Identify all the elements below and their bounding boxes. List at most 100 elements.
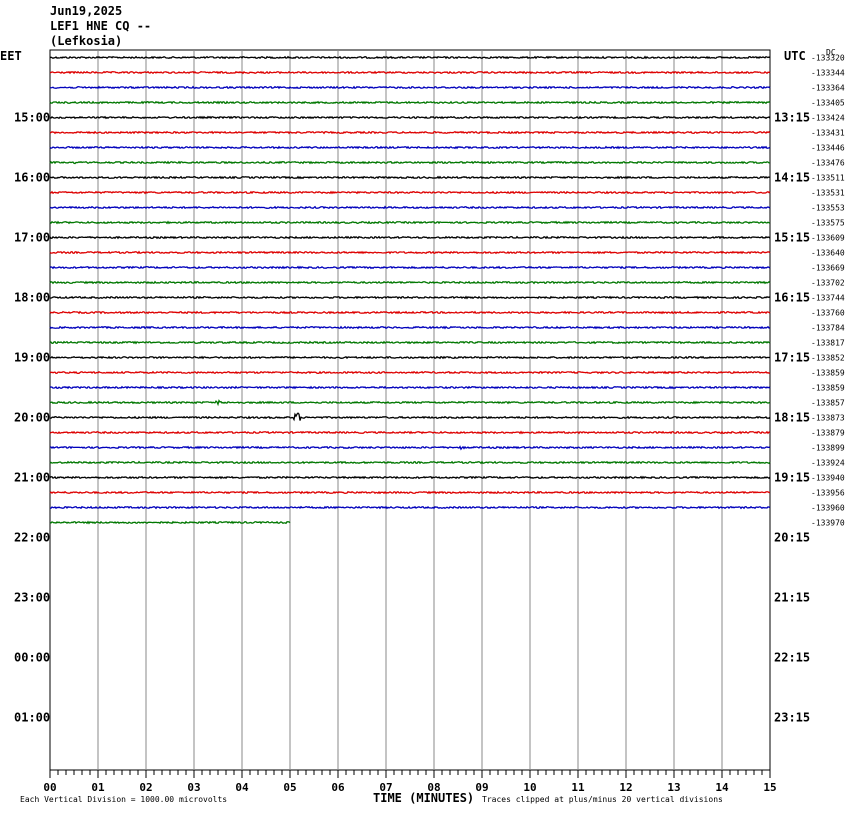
- eet-hour-label-5: 19:00: [14, 351, 50, 365]
- dc-offset-9: -133511: [811, 174, 845, 183]
- dc-offset-13: -133609: [811, 234, 845, 243]
- right-axis-title: UTC: [784, 49, 806, 63]
- utc-hour-label-7: 19:15: [774, 471, 810, 485]
- trace-row-8: [49, 160, 771, 165]
- trace-row-14: [49, 250, 771, 255]
- dc-offset-29: -133940: [811, 474, 845, 483]
- trace-row-18: [49, 310, 771, 315]
- trace-row-17: [49, 295, 771, 300]
- dc-offset-7: -133446: [811, 144, 845, 153]
- station-code: LEF1 HNE CQ --: [50, 19, 152, 33]
- dc-offset-15: -133669: [811, 264, 845, 273]
- utc-hour-label-10: 22:15: [774, 651, 810, 665]
- utc-hour-label-1: 13:15: [774, 111, 810, 125]
- x-tick-label-12: 12: [619, 781, 632, 794]
- utc-hour-label-3: 15:15: [774, 231, 810, 245]
- dc-offset-20: -133817: [811, 339, 845, 348]
- dc-offset-12: -133575: [811, 219, 845, 228]
- dc-offset-5: -133424: [811, 114, 845, 123]
- dc-offset-8: -133476: [811, 159, 845, 168]
- x-tick-label-04: 04: [235, 781, 249, 794]
- trace-row-16: [49, 280, 771, 285]
- chart-date: Jun19,2025: [50, 4, 123, 18]
- utc-hour-label-8: 20:15: [774, 531, 810, 545]
- eet-hour-label-8: 22:00: [14, 531, 50, 545]
- dc-offset-2: -133344: [811, 69, 845, 78]
- vertical-division-note: Each Vertical Division = 1000.00 microvo…: [20, 795, 227, 804]
- trace-row-6: [49, 130, 771, 135]
- utc-hour-label-9: 21:15: [774, 591, 810, 605]
- trace-row-19: [49, 325, 771, 330]
- eet-hour-label-9: 23:00: [14, 591, 50, 605]
- x-tick-label-14: 14: [715, 781, 729, 794]
- dc-offset-26: -133879: [811, 429, 845, 438]
- eet-hour-label-4: 18:00: [14, 291, 50, 305]
- trace-row-9: [49, 175, 771, 180]
- left-axis-title: EET: [0, 49, 22, 63]
- trace-row-30: [49, 490, 771, 495]
- trace-row-7: [49, 145, 771, 150]
- time-axis: 00 01 02 03 04 05 06 07 08 09 10 11 12 13 14 15: [43, 770, 777, 794]
- clipping-note: Traces clipped at plus/minus 20 vertical…: [482, 795, 723, 804]
- trace-row-31: [49, 505, 771, 510]
- dc-offset-19: -133784: [811, 324, 845, 333]
- trace-row-27: [49, 445, 771, 451]
- utc-hour-label-6: 18:15: [774, 411, 810, 425]
- trace-row-4: [49, 100, 771, 105]
- dc-offset-30: -133956: [811, 489, 845, 498]
- utc-hour-label-4: 16:15: [774, 291, 810, 305]
- eet-hour-label-3: 17:00: [14, 231, 50, 245]
- dc-offset-labels: -133320 -133344 -133364 -133405 -133424 -1334…: [811, 54, 845, 528]
- dc-offset-28: -133924: [811, 459, 845, 468]
- dc-offset-16: -133702: [811, 279, 845, 288]
- trace-row-15: [49, 265, 771, 270]
- trace-row-28: [49, 460, 771, 465]
- x-tick-label-01: 01: [91, 781, 105, 794]
- x-tick-label-05: 05: [283, 781, 296, 794]
- x-tick-label-06: 06: [331, 781, 345, 794]
- x-tick-label-15: 15: [763, 781, 776, 794]
- dc-offset-31: -133960: [811, 504, 845, 513]
- eet-hour-label-6: 20:00: [14, 411, 50, 425]
- eet-hour-label-1: 15:00: [14, 111, 50, 125]
- dc-offset-24: -133857: [811, 399, 845, 408]
- axis-labels: 15:00 16:00 17:00 18:00 19:00 20:00 21:00 22:00…: [14, 111, 810, 725]
- x-tick-label-11: 11: [571, 781, 585, 794]
- x-tick-label-08: 08: [427, 781, 440, 794]
- dc-offset-6: -133431: [811, 129, 845, 138]
- dc-offset-14: -133640: [811, 249, 845, 258]
- x-axis-title: TIME (MINUTES): [373, 791, 474, 805]
- trace-row-25: [49, 412, 771, 422]
- dc-offset-23: -133859: [811, 384, 845, 393]
- dc-offset-27: -133899: [811, 444, 845, 453]
- eet-hour-label-7: 21:00: [14, 471, 50, 485]
- x-tick-label-03: 03: [187, 781, 200, 794]
- trace-row-5: [49, 115, 771, 120]
- trace-row-12: [49, 220, 771, 225]
- x-tick-label-07: 07: [379, 781, 392, 794]
- x-tick-label-02: 02: [139, 781, 152, 794]
- dc-offset-4: -133405: [811, 99, 845, 108]
- trace-row-13: [49, 235, 771, 240]
- dc-offset-32: -133970: [811, 519, 845, 528]
- dc-offset-18: -133760: [811, 309, 845, 318]
- utc-hour-label-5: 17:15: [774, 351, 810, 365]
- x-tick-label-09: 09: [475, 781, 488, 794]
- dc-offset-21: -133852: [811, 354, 845, 363]
- trace-row-32: [49, 520, 291, 525]
- dc-offset-10: -133531: [811, 189, 845, 198]
- trace-row-11: [49, 205, 771, 210]
- trace-row-29: [49, 475, 771, 480]
- utc-hour-label-2: 14:15: [774, 171, 810, 185]
- plot-frame: [49, 49, 771, 771]
- dc-offset-3: -133364: [811, 84, 845, 93]
- trace-row-2: [49, 70, 771, 75]
- eet-hour-label-11: 01:00: [14, 711, 50, 725]
- x-tick-label-10: 10: [523, 781, 536, 794]
- seismic-traces: [49, 55, 771, 525]
- trace-row-23: [49, 385, 771, 390]
- trace-row-22: [49, 370, 771, 375]
- minute-gridlines: [49, 49, 771, 771]
- trace-row-21: [49, 355, 771, 360]
- dc-offset-22: -133859: [811, 369, 845, 378]
